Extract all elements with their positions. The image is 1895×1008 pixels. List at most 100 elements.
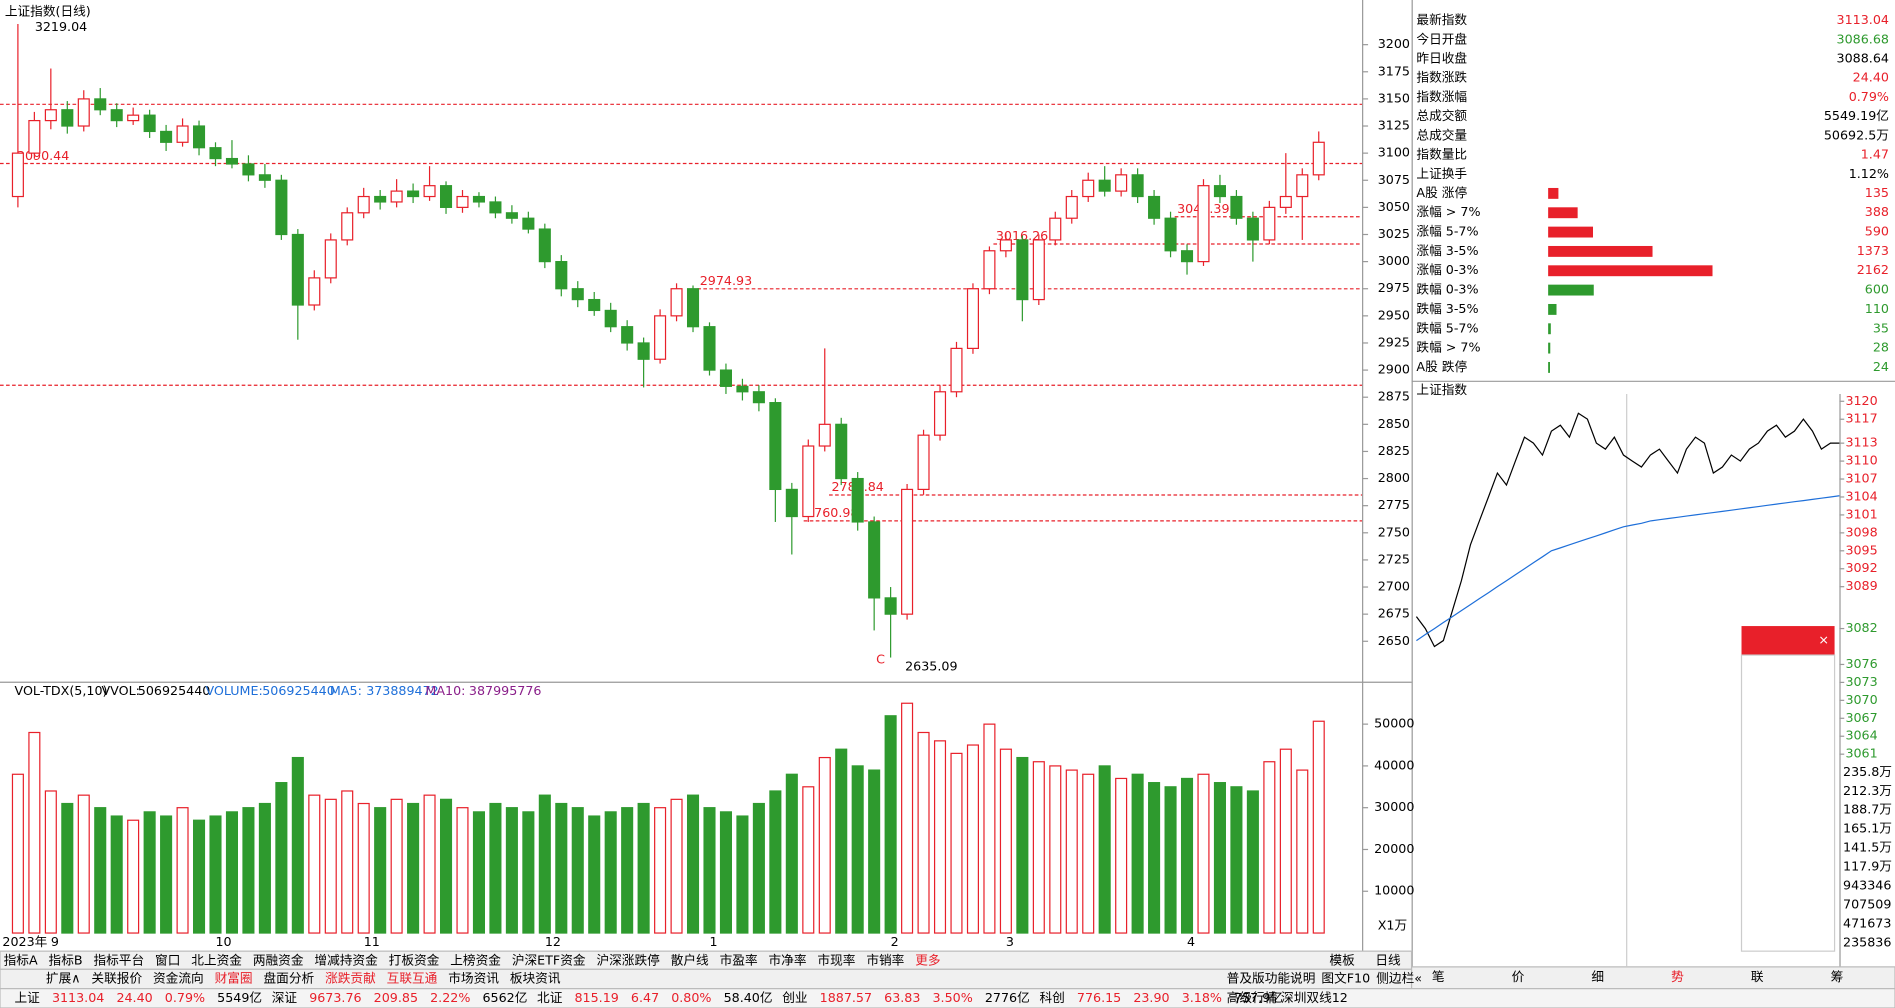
volume-bar bbox=[176, 807, 189, 934]
y-tick-label: 3067 bbox=[1845, 710, 1877, 725]
status-item: 24.40 bbox=[116, 990, 152, 1005]
candle-body bbox=[1296, 174, 1309, 198]
candle-body bbox=[1115, 174, 1128, 192]
tab[interactable]: 上榜资金 bbox=[450, 952, 501, 967]
x-tick-label: 1 bbox=[709, 934, 717, 949]
info-value: 5549.19亿 bbox=[1824, 108, 1889, 123]
status-item: 63.83 bbox=[884, 990, 920, 1005]
tab[interactable]: 侧边栏« bbox=[1376, 970, 1422, 985]
tab[interactable]: 更多 bbox=[915, 952, 940, 967]
status-item: 6.47 bbox=[631, 990, 659, 1005]
candle-body bbox=[423, 185, 436, 198]
palette-header[interactable] bbox=[1741, 626, 1835, 656]
tab[interactable]: 市销率 bbox=[866, 952, 904, 967]
status-item: 3.50% bbox=[933, 990, 973, 1005]
intraday-tab[interactable]: 笔 bbox=[1432, 969, 1445, 984]
tab[interactable]: 资金流向 bbox=[153, 970, 204, 985]
breadth-bar bbox=[1548, 284, 1594, 296]
info-label: 总成交量 bbox=[1416, 127, 1467, 142]
volume-bar bbox=[818, 756, 831, 934]
intraday-tab[interactable]: 细 bbox=[1591, 969, 1604, 984]
volume-bar bbox=[736, 815, 749, 934]
tab[interactable]: 市现率 bbox=[817, 952, 855, 967]
candle-body bbox=[966, 288, 979, 349]
intraday-tab[interactable]: 筹 bbox=[1831, 969, 1844, 984]
x-tick-label: 4 bbox=[1187, 934, 1195, 949]
status-item[interactable]: 深圳双线12 bbox=[1281, 990, 1348, 1005]
tab[interactable]: 关联报价 bbox=[91, 970, 142, 985]
intraday-tab[interactable]: 联 bbox=[1751, 969, 1764, 984]
tab[interactable]: 市净率 bbox=[769, 952, 807, 967]
tab[interactable]: 打板资金 bbox=[389, 952, 440, 967]
candle-body bbox=[1148, 195, 1161, 219]
tab[interactable]: 涨跌贡献 bbox=[325, 970, 376, 985]
tab[interactable]: 市场资讯 bbox=[448, 970, 499, 985]
breadth-value: 28 bbox=[1873, 340, 1889, 355]
info-label: 今日开盘 bbox=[1416, 31, 1467, 46]
y-tick-label: 2875 bbox=[1378, 389, 1410, 404]
y-tick-label: 3073 bbox=[1845, 674, 1877, 689]
candle-body bbox=[1246, 217, 1259, 241]
info-label: 指数涨跌 bbox=[1416, 70, 1467, 85]
candle-body bbox=[192, 125, 206, 149]
candle-body bbox=[703, 326, 716, 371]
volume-bar bbox=[94, 807, 107, 934]
candle-body bbox=[505, 212, 518, 219]
tab[interactable]: 财富圈 bbox=[215, 970, 253, 985]
volume-bar bbox=[127, 819, 140, 934]
volume-bar bbox=[407, 802, 420, 934]
breadth-label: 跌幅 > 7% bbox=[1416, 340, 1480, 355]
volume-bar bbox=[1065, 769, 1078, 934]
close-icon[interactable]: × bbox=[1818, 632, 1829, 647]
volume-bar bbox=[933, 740, 947, 934]
y-tick-label: 20000 bbox=[1374, 841, 1414, 856]
volume-bar bbox=[242, 807, 255, 934]
volume-bar bbox=[77, 794, 90, 934]
tab[interactable]: 互联互通 bbox=[387, 970, 438, 985]
status-item[interactable]: 高级行情 bbox=[1227, 990, 1278, 1005]
tab[interactable]: 盘面分析 bbox=[263, 970, 314, 985]
tab[interactable]: 板块资讯 bbox=[510, 970, 561, 985]
tab[interactable]: 北上资金 bbox=[191, 952, 242, 967]
tab[interactable]: 沪深ETF资金 bbox=[512, 952, 586, 967]
intraday-tab[interactable]: 势 bbox=[1671, 969, 1684, 984]
tab[interactable]: 沪深涨跌停 bbox=[596, 952, 660, 967]
tab[interactable]: 指标平台 bbox=[93, 952, 144, 967]
tab[interactable]: 日线 bbox=[1375, 952, 1401, 967]
y-tick-label: 2925 bbox=[1378, 334, 1410, 349]
drawing-palette[interactable] bbox=[1740, 654, 1836, 952]
tab[interactable]: 指标A bbox=[4, 952, 38, 967]
volume-bar bbox=[1279, 748, 1292, 934]
candle-body bbox=[407, 190, 420, 198]
breadth-bar bbox=[1548, 265, 1713, 277]
tab[interactable]: 散户线 bbox=[671, 952, 709, 967]
breadth-value: 2162 bbox=[1857, 262, 1889, 277]
tab[interactable]: 市盈率 bbox=[720, 952, 758, 967]
info-value: 24.40 bbox=[1853, 70, 1889, 85]
tab[interactable]: 增减持资金 bbox=[314, 952, 378, 967]
tab[interactable]: 图文F10 bbox=[1321, 970, 1370, 985]
y-tick-label: 3175 bbox=[1378, 63, 1410, 78]
candle-body bbox=[291, 233, 304, 306]
volume-bar bbox=[160, 815, 173, 934]
x-tick-label: 11 bbox=[364, 934, 380, 949]
y-tick-label: 2950 bbox=[1378, 307, 1410, 322]
tab[interactable]: 指标B bbox=[49, 952, 83, 967]
candle-body bbox=[1230, 195, 1243, 219]
candle-body bbox=[28, 119, 41, 154]
tab[interactable]: 两融资金 bbox=[253, 952, 304, 967]
tab[interactable]: 窗口 bbox=[155, 952, 180, 967]
tab[interactable]: 扩展∧ bbox=[46, 970, 81, 985]
tab[interactable]: 普及版功能说明 bbox=[1227, 970, 1316, 985]
vol-tick-label: 235836 bbox=[1843, 935, 1891, 950]
volume-bar bbox=[522, 811, 535, 934]
chart-title: 上证指数(日线) bbox=[5, 4, 91, 19]
tab[interactable]: 模板 bbox=[1329, 952, 1355, 967]
breadth-value: 24 bbox=[1873, 359, 1889, 374]
volume-bar bbox=[324, 798, 337, 934]
candle-body bbox=[390, 190, 403, 203]
candle-body bbox=[225, 157, 239, 165]
intraday-tab[interactable]: 价 bbox=[1512, 969, 1525, 984]
y-tick-label: 2650 bbox=[1378, 633, 1410, 648]
volume-bar bbox=[621, 807, 634, 934]
